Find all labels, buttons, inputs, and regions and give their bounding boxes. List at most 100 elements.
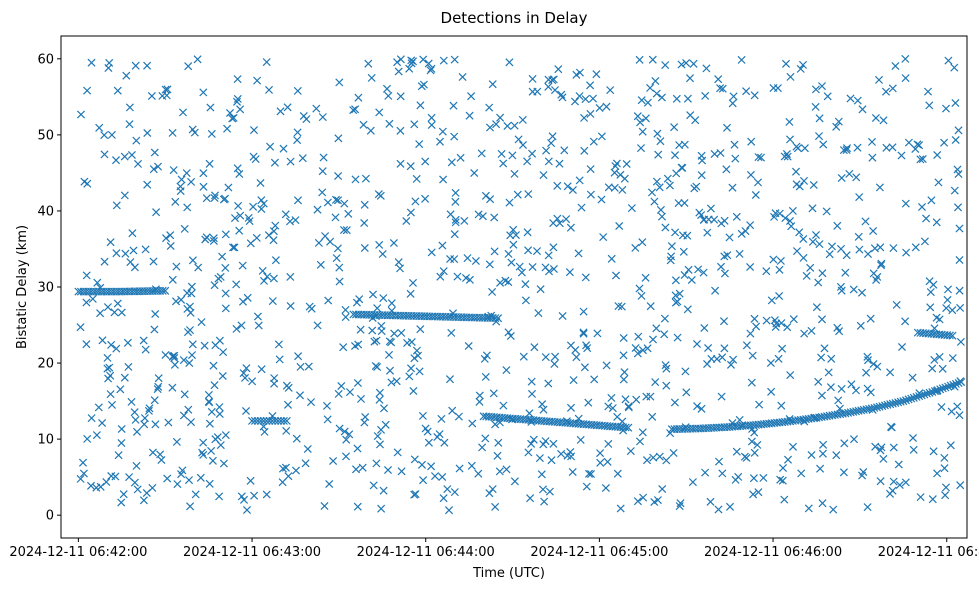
- data-point: [379, 294, 388, 303]
- data-point: [242, 505, 252, 515]
- data-point: [397, 328, 406, 337]
- data-point: [444, 506, 454, 515]
- data-point: [717, 392, 726, 401]
- data-point: [612, 159, 621, 168]
- data-point: [849, 285, 858, 294]
- data-point: [535, 454, 544, 463]
- data-point: [464, 341, 473, 351]
- data-point: [544, 82, 553, 91]
- data-point: [692, 182, 701, 191]
- data-point: [132, 461, 141, 470]
- data-point: [553, 181, 562, 190]
- data-point: [888, 143, 897, 152]
- data-point: [728, 99, 737, 108]
- data-point: [945, 331, 954, 340]
- data-point: [817, 315, 827, 324]
- data-point: [750, 448, 759, 457]
- data-point: [549, 75, 558, 84]
- data-point: [263, 272, 272, 281]
- data-point: [527, 439, 536, 448]
- data-point: [876, 243, 885, 252]
- data-point: [298, 154, 307, 163]
- data-point: [792, 142, 801, 151]
- data-point: [416, 325, 425, 334]
- data-point: [279, 416, 288, 425]
- data-point: [450, 255, 459, 264]
- data-point: [356, 325, 365, 334]
- data-point: [862, 368, 871, 377]
- data-point: [648, 335, 658, 344]
- data-point: [904, 395, 913, 404]
- data-point: [726, 360, 736, 369]
- data-point: [680, 198, 689, 208]
- data-point: [839, 146, 848, 155]
- data-point: [635, 55, 644, 64]
- data-point: [613, 469, 622, 478]
- data-point: [712, 354, 721, 364]
- data-point: [528, 74, 537, 83]
- data-point: [233, 164, 242, 173]
- data-point: [730, 140, 739, 149]
- data-point: [941, 383, 950, 392]
- data-point: [948, 331, 957, 340]
- data-point: [510, 169, 519, 178]
- data-point: [387, 299, 396, 308]
- data-point: [671, 291, 680, 300]
- data-point: [293, 196, 303, 205]
- data-point: [646, 392, 655, 401]
- data-point: [376, 191, 385, 200]
- data-point: [415, 140, 424, 149]
- data-point: [345, 388, 355, 397]
- data-point: [593, 329, 602, 338]
- data-point: [98, 418, 107, 428]
- data-point: [180, 390, 189, 399]
- data-point: [602, 361, 611, 370]
- data-point: [439, 267, 448, 276]
- data-point: [951, 379, 960, 388]
- data-point: [278, 464, 288, 473]
- data-point: [447, 158, 456, 167]
- data-point: [873, 272, 882, 281]
- data-point: [688, 478, 697, 487]
- data-point: [250, 416, 259, 425]
- data-point: [510, 477, 519, 486]
- data-point: [485, 103, 494, 112]
- data-point: [807, 326, 816, 335]
- data-point: [916, 493, 925, 502]
- data-point: [876, 477, 885, 486]
- data-point: [610, 168, 619, 177]
- data-point: [488, 485, 497, 494]
- data-point: [782, 149, 791, 159]
- data-point: [499, 401, 508, 410]
- data-point: [648, 55, 657, 64]
- data-point: [269, 274, 278, 283]
- data-point: [221, 263, 230, 272]
- data-point: [281, 463, 290, 472]
- data-point: [405, 372, 414, 381]
- data-point: [539, 440, 548, 449]
- data-point: [589, 137, 598, 146]
- data-point: [596, 458, 605, 467]
- data-point: [340, 427, 349, 436]
- data-point: [329, 456, 338, 466]
- data-point: [572, 70, 581, 79]
- data-point: [580, 113, 589, 122]
- x-axis: 2024-12-11 06:42:00 2024-12-11 06:43:00 20…: [9, 538, 979, 560]
- x-tick-label: 2024-12-11 06:43:00: [183, 545, 321, 560]
- data-point: [244, 213, 253, 222]
- data-point: [117, 438, 126, 448]
- data-point: [351, 175, 360, 184]
- data-point: [397, 467, 406, 476]
- data-point: [827, 354, 836, 363]
- data-point: [194, 263, 203, 272]
- data-point: [205, 419, 214, 428]
- data-point: [504, 328, 513, 337]
- data-point: [125, 120, 134, 129]
- data-point: [370, 337, 379, 346]
- data-point: [951, 135, 960, 145]
- data-point: [566, 223, 575, 232]
- data-point: [103, 364, 112, 373]
- data-point: [607, 393, 616, 402]
- data-point: [103, 303, 112, 312]
- data-point: [402, 216, 411, 226]
